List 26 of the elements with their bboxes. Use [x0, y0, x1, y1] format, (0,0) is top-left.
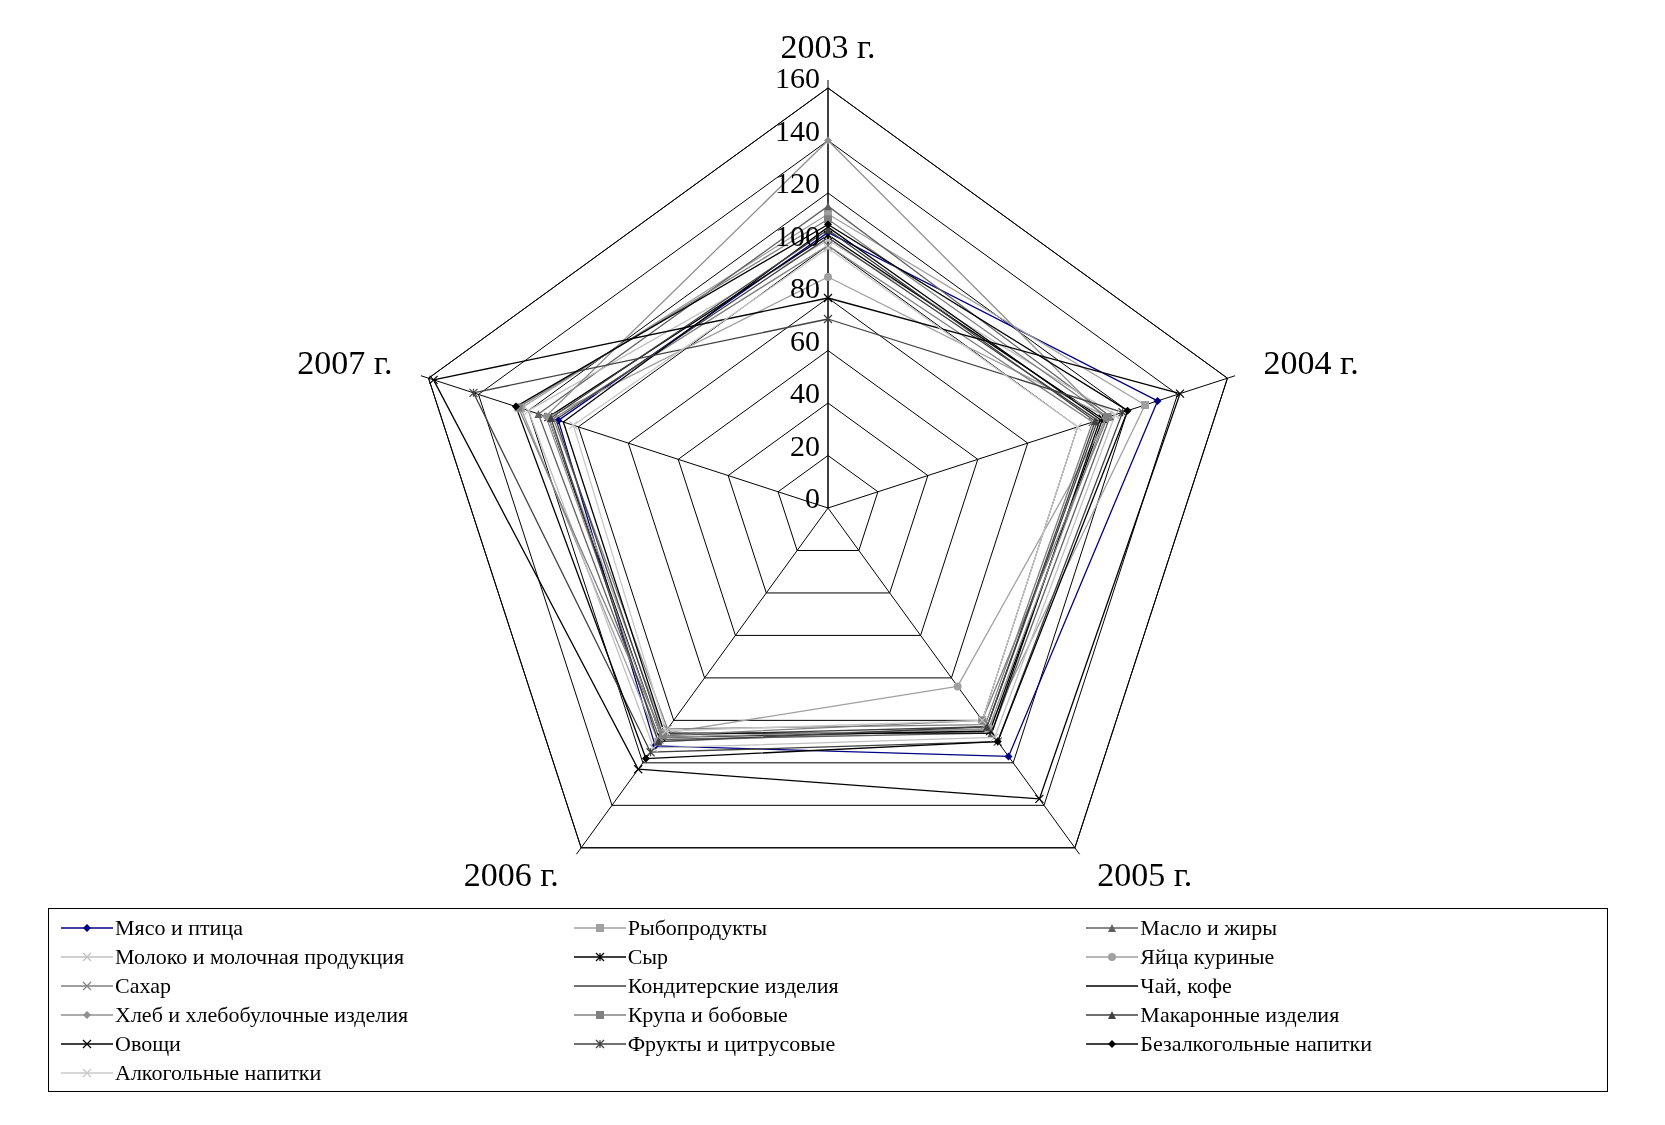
legend-label: Безалкогольные напитки: [1140, 1030, 1373, 1057]
legend-label: Мясо и птица: [115, 914, 243, 941]
spoke-label: 2005 г.: [1097, 856, 1193, 894]
legend-label: Крупа и бобовые: [627, 1001, 788, 1028]
legend-label: Сыр: [627, 943, 669, 970]
legend-label: Сахар: [115, 972, 171, 999]
spoke-label: 2004 г.: [1263, 344, 1359, 382]
spoke-label: 2007 г.: [297, 344, 393, 382]
legend-label: Рыбопродукты: [627, 914, 767, 941]
legend-label: Чай, кофе: [1140, 972, 1232, 999]
legend-label: Кондитерские изделия: [627, 972, 839, 999]
legend-label: Масло и жиры: [1140, 914, 1277, 941]
legend-label: Овощи: [115, 1030, 181, 1057]
y-tick-label: 80: [790, 271, 820, 304]
legend-label: Хлеб и хлебобулочные изделия: [115, 1001, 409, 1028]
y-tick-label: 60: [790, 323, 820, 357]
legend-label: Фрукты и цитрусовые: [627, 1030, 836, 1057]
legend-label: Алкогольные напитки: [115, 1059, 322, 1086]
y-tick-label: 140: [775, 113, 820, 147]
y-tick-label: 20: [790, 428, 820, 462]
legend-label: Яйца куриные: [1140, 943, 1275, 970]
spoke-label: 2006 г.: [463, 856, 559, 894]
legend-label: Макаронные изделия: [1140, 1001, 1340, 1028]
legend-label: Молоко и молочная продукция: [115, 943, 404, 970]
y-tick-label: 120: [775, 166, 820, 199]
y-tick-label: 40: [790, 376, 820, 409]
